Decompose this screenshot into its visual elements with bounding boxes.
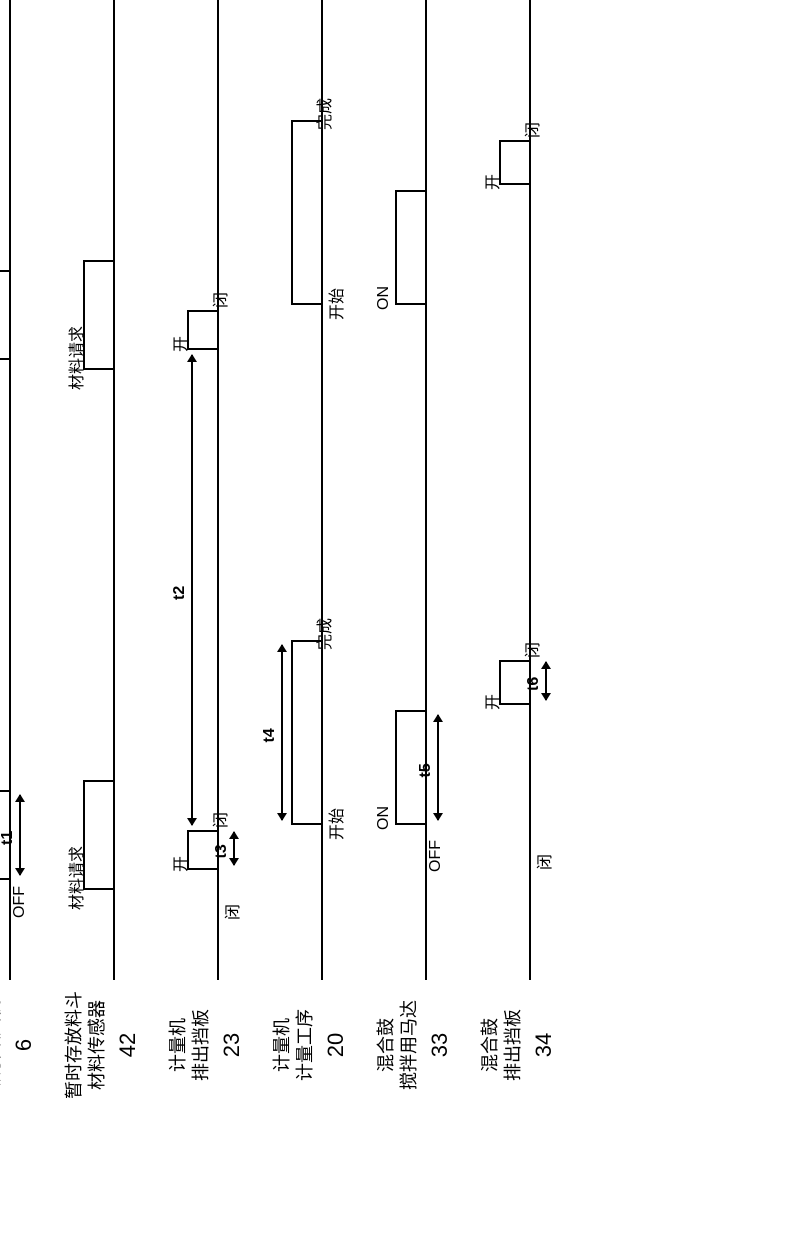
dimension-label: t3 (213, 844, 231, 858)
annotation: 开始 (323, 288, 347, 320)
label-number: 23 (218, 990, 247, 1100)
annotation: ON (375, 286, 393, 310)
row-label: 计量机排出挡板23 (167, 990, 246, 1100)
pulse (499, 140, 529, 185)
pulse (395, 190, 425, 305)
timing-diagram: 装料料斗材料传感器52材料请求材料请求成形机侧吸引鼓风机6ONOFFONt1暂时… (0, 260, 800, 980)
row-label: 暂时存放料斗材料传感器42 (63, 990, 142, 1100)
row-label: 混合鼓排出挡板34 (479, 990, 558, 1100)
row-label: 计量机计量工序20 (271, 990, 350, 1100)
annotation: 材料请求 (63, 326, 87, 390)
label-line: 搅拌用马达 (398, 990, 421, 1100)
row-label: 成形机侧吸引鼓风机6 (0, 990, 38, 1100)
dimension-label: t5 (417, 763, 435, 777)
annotation: 闭 (207, 812, 231, 828)
dimension-label: t4 (261, 728, 279, 742)
pulse (291, 120, 321, 305)
label-line: 排出挡板 (190, 990, 213, 1100)
annotation: 闭 (531, 854, 555, 870)
pulse (187, 310, 217, 350)
label-line: 吸引鼓风机 (0, 990, 6, 1100)
baseline (425, 0, 427, 980)
annotation: ON (375, 806, 393, 830)
label-number: 6 (10, 990, 39, 1100)
dimension-arrow (191, 355, 193, 825)
label-line: 排出挡板 (502, 990, 525, 1100)
annotation: 完成 (311, 98, 335, 130)
annotation: OFF (11, 886, 29, 918)
signal-row-r2: 成形机侧吸引鼓风机6ONOFFONt1 (0, 0, 43, 980)
pulse (0, 270, 9, 360)
label-number: 34 (530, 990, 559, 1100)
dimension-label: t1 (0, 831, 17, 845)
signal-row-r4: 计量机排出挡板23闭开闭开闭t3t2 (147, 0, 251, 980)
annotation: 闭 (519, 122, 543, 138)
dimension-arrow (545, 662, 547, 700)
label-line: 计量机 (167, 990, 190, 1100)
annotation: 闭 (219, 904, 243, 920)
label-line: 混合鼓 (479, 990, 502, 1100)
annotation: 开始 (323, 808, 347, 840)
label-number: 20 (322, 990, 351, 1100)
label-number: 42 (114, 990, 143, 1100)
annotation: 开 (167, 336, 191, 352)
dimension-label: t2 (171, 586, 189, 600)
dimension-arrow (19, 795, 21, 875)
annotation: OFF (427, 840, 445, 872)
signal-row-r3: 暂时存放料斗材料传感器42材料请求材料请求 (43, 0, 147, 980)
annotation: 闭 (519, 642, 543, 658)
annotation: 完成 (311, 618, 335, 650)
annotation: 开 (167, 856, 191, 872)
label-line: 混合鼓 (375, 990, 398, 1100)
baseline (217, 0, 219, 980)
dimension-arrow (281, 645, 283, 820)
baseline (113, 0, 115, 980)
label-line: 计量工序 (294, 990, 317, 1100)
signal-row-r6: 混合鼓搅拌用马达33OFFONONt5 (355, 0, 459, 980)
dimension-arrow (233, 832, 235, 865)
dimension-label: t6 (525, 677, 543, 691)
row-label: 混合鼓搅拌用马达33 (375, 990, 454, 1100)
annotation: 材料请求 (63, 846, 87, 910)
label-number: 33 (426, 990, 455, 1100)
annotation: 开 (479, 694, 503, 710)
label-line: 材料传感器 (86, 990, 109, 1100)
annotation: 闭 (207, 292, 231, 308)
dimension-arrow (437, 715, 439, 820)
pulse (83, 260, 113, 370)
label-line: 暂时存放料斗 (63, 990, 86, 1100)
label-line: 计量机 (271, 990, 294, 1100)
signal-row-r7: 混合鼓排出挡板34闭开闭开闭t6 (459, 0, 563, 980)
baseline (529, 0, 531, 980)
signal-row-r5: 计量机计量工序20开始完成开始完成t4 (251, 0, 355, 980)
annotation: 开 (479, 174, 503, 190)
pulse (291, 640, 321, 825)
pulse (83, 780, 113, 890)
